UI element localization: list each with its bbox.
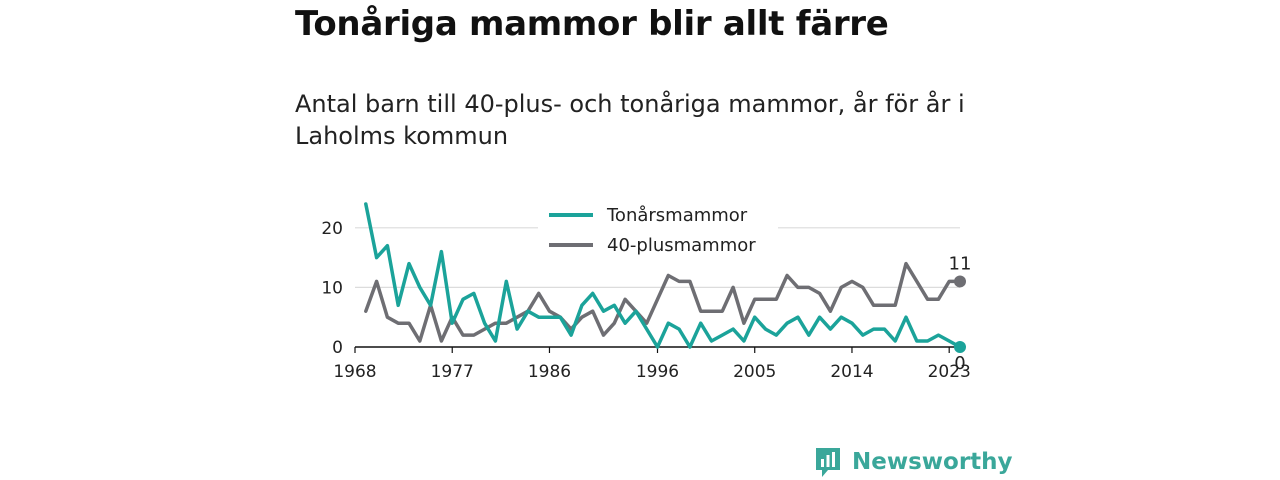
y-tick-label: 0 — [332, 338, 343, 358]
end-markers: 0 11 — [949, 253, 972, 374]
x-tick-label: 1977 — [431, 362, 474, 382]
x-tick-label: 2023 — [928, 362, 971, 382]
series-line-tonarsmammor — [364, 202, 962, 349]
end-label: 0 — [954, 353, 965, 374]
bar-chart-icon — [816, 448, 840, 477]
series-line-40-plusmammor — [364, 261, 962, 343]
y-axis: 0 10 20 — [321, 219, 343, 358]
x-axis: 1968 1977 1986 1996 2005 2014 2023 — [333, 346, 971, 382]
end-point — [954, 275, 966, 288]
legend: Tonårsmammor 40-plusmammor — [538, 198, 778, 264]
x-tick-label: 1996 — [636, 362, 679, 382]
series-lines — [364, 202, 962, 349]
x-tick-label: 1986 — [528, 362, 571, 382]
chart-title: Tonåriga mammor blir allt färre — [295, 4, 889, 44]
legend-background — [538, 198, 778, 264]
y-tick-label: 20 — [321, 219, 343, 239]
legend-label: Tonårsmammor — [606, 205, 748, 226]
y-tick-label: 10 — [321, 278, 343, 298]
newsworthy-logo[interactable]: Newsworthy — [814, 446, 1013, 478]
legend-label: 40-plusmammor — [607, 235, 756, 256]
brand-name: Newsworthy — [852, 449, 1013, 475]
end-point — [954, 341, 966, 353]
x-tick-label: 2014 — [830, 362, 873, 382]
x-tick-label: 2005 — [733, 362, 776, 382]
end-label: 11 — [949, 253, 972, 274]
chart-subtitle: Antal barn till 40-plus- och tonåriga ma… — [295, 90, 965, 150]
x-tick-label: 1968 — [333, 362, 376, 382]
